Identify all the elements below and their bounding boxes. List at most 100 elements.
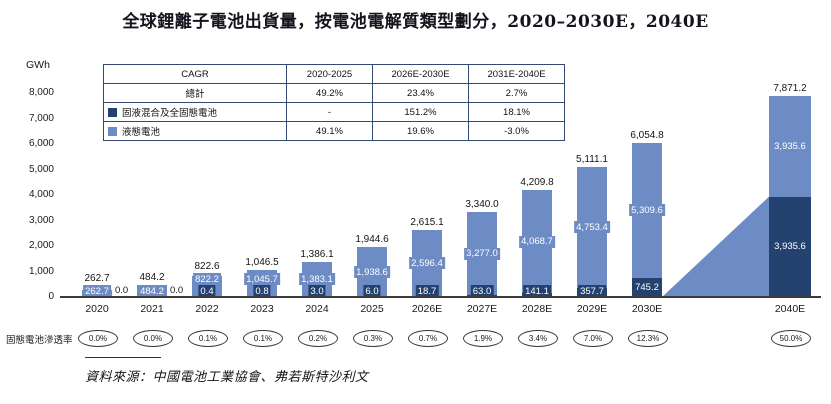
x-axis-category-label: 2026E (411, 303, 443, 315)
liquid-value-label: 5,309.6 (629, 204, 665, 217)
total-value-label: 822.6 (194, 261, 220, 272)
liquid-value-label: 262.7 (83, 285, 111, 297)
series-name: 總計 (185, 89, 205, 100)
solid-value-label: 63.0 (470, 285, 494, 297)
penetration-badge: 50.0% (771, 330, 811, 347)
cagr-header-period-3: 2031E-2040E (468, 64, 565, 84)
solid-value-label: 0.0 (115, 285, 129, 296)
plot-area: 262.7 0.0 262.7 484.2 0.0 484.2 822.2 0.4 822.6 1… (62, 83, 820, 297)
stacked-bar-2030E (632, 142, 662, 297)
solid-value-label: 18.7 (415, 285, 439, 297)
penetration-badge: 3.4% (518, 330, 558, 347)
y-axis-tick-label: 4,000 (28, 189, 54, 200)
cagr-row: 固液混合及全固態電池 -151.2% 18.1% (103, 102, 565, 122)
cagr-row: 液態電池 49.1% 19.6% -3.0% (103, 121, 565, 141)
liquid-legend-swatch (108, 127, 117, 136)
liquid-value-label: 1,938.6 (354, 266, 390, 279)
series-name: 固液混合及全固態電池 (122, 108, 218, 119)
penetration-row-label: 固態電池滲透率 (6, 335, 73, 346)
y-axis-unit-label: GWh (26, 59, 50, 71)
solid-value-label: 3.0 (308, 285, 326, 297)
growth-wedge-shape (662, 196, 769, 297)
total-value-label: 3,340.0 (465, 198, 499, 210)
stacked-bar-2040E (769, 96, 811, 297)
total-value-label: 5,111.1 (576, 153, 608, 165)
cagr-value: 2.7% (468, 83, 565, 103)
y-axis-tick-label: 3,000 (28, 214, 54, 226)
liquid-value-label: 4,753.4 (574, 221, 610, 234)
penetration-badge: 0.2% (298, 330, 338, 347)
total-value-label: 1,944.6 (355, 234, 389, 246)
total-value-label: 4,209.8 (520, 176, 554, 188)
cagr-legend-table: CAGR 2020-2025 2026E-2030E 2031E-2040E 總… (103, 64, 565, 141)
liquid-value-label: 822.2 (193, 273, 221, 285)
source-note: 資料來源：中國電池工業協會、弗若斯特沙利文 (85, 370, 369, 385)
x-axis-category-label: 2022 (195, 303, 219, 315)
cagr-value: - (286, 102, 373, 122)
penetration-badge: 0.0% (133, 330, 173, 347)
total-value-label: 262.7 (84, 273, 110, 284)
solid-value-label: 0.0 (170, 285, 184, 296)
y-axis-tick-label: 1,000 (28, 265, 54, 277)
penetration-badge: 0.1% (188, 330, 228, 347)
penetration-badge: 0.1% (243, 330, 283, 347)
cagr-value: 23.4% (372, 83, 469, 103)
penetration-badge: 0.3% (353, 330, 393, 347)
solid-value-label: 0.4 (198, 285, 216, 297)
total-value-label: 2,615.1 (410, 217, 444, 229)
cagr-value: 18.1% (468, 102, 565, 122)
y-axis-tick-label: 5,000 (28, 163, 54, 175)
cagr-value: 151.2% (372, 102, 469, 122)
liquid-value-label: 2,596.4 (409, 257, 445, 270)
penetration-badge: 1.9% (463, 330, 503, 347)
cagr-header-label: CAGR (103, 64, 287, 84)
cagr-value: 49.2% (286, 83, 373, 103)
total-value-label: 6,054.8 (630, 129, 664, 141)
solid-legend-swatch (108, 108, 117, 117)
cagr-header-row: CAGR 2020-2025 2026E-2030E 2031E-2040E (103, 64, 565, 84)
x-axis-category-label: 2021 (140, 303, 164, 315)
y-axis-tick-label: 7,000 (28, 112, 54, 124)
liquid-value-label: 3,935.6 (772, 140, 808, 153)
x-axis-category-label: 2025 (360, 303, 384, 315)
y-axis-tick-label: 2,000 (28, 240, 54, 251)
total-value-label: 1,386.1 (300, 248, 334, 260)
solid-value-label: 6.0 (363, 285, 381, 297)
y-axis-tick-label: 0 (48, 291, 54, 302)
penetration-badge: 0.7% (408, 330, 448, 347)
solid-value-label: 357.7 (578, 285, 606, 297)
liquid-value-label: 1,045.7 (244, 273, 280, 285)
x-axis-category-label: 2024 (305, 303, 329, 315)
x-axis-category-label: 2020 (85, 303, 109, 315)
total-value-label: 484.2 (139, 271, 165, 283)
cagr-row-label: 固液混合及全固態電池 (103, 102, 287, 122)
cagr-header-period-2: 2026E-2030E (372, 64, 469, 84)
x-axis-category-label: 2023 (250, 303, 274, 315)
solid-value-label: 0.8 (253, 285, 271, 297)
cagr-row-label: 總計 (103, 83, 287, 103)
series-name: 液態電池 (122, 127, 161, 138)
x-axis-line (60, 296, 821, 298)
total-value-label: 1,046.5 (245, 257, 279, 269)
y-axis-tick-label: 8,000 (28, 87, 54, 98)
cagr-header-period-1: 2020-2025 (286, 64, 373, 84)
liquid-value-label: 3,277.0 (464, 247, 500, 260)
footnote-divider (85, 357, 161, 358)
total-value-label: 7,871.2 (773, 83, 807, 95)
penetration-badge: 7.0% (573, 330, 613, 347)
penetration-badge: 12.3% (628, 330, 668, 347)
solid-value-label: 141.1 (523, 285, 551, 297)
cagr-row-label: 液態電池 (103, 121, 287, 141)
solid-value-label: 745.2 (633, 281, 661, 294)
cagr-row: 總計 49.2% 23.4% 2.7% (103, 83, 565, 103)
cagr-value: 49.1% (286, 121, 373, 141)
penetration-badge: 0.0% (78, 330, 118, 347)
x-axis-category-label: 2030E (631, 303, 663, 315)
solid-value-label: 3,935.6 (772, 240, 808, 253)
x-axis-category-label: 2027E (466, 303, 498, 315)
y-axis-tick-label: 6,000 (28, 138, 54, 149)
x-axis-category-label: 2028E (521, 303, 553, 315)
liquid-value-label: 4,068.7 (519, 235, 555, 248)
chart-title: 全球鋰離子電池出貨量，按電池電解質類型劃分，2020–2030E，2040E (122, 12, 709, 32)
